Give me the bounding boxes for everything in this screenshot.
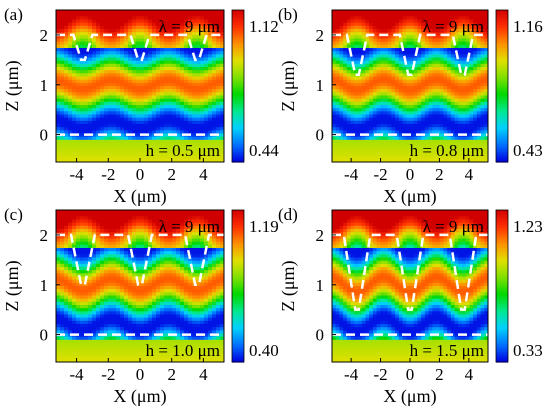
panel-b: -4 -2 0 2 4 0 1 2 X (μm) Z (μm) (b) λ = 9 μm h = 0.8…: [278, 5, 543, 207]
colorbar-min-label: 0.33: [513, 341, 543, 360]
field-heatmap: [332, 10, 488, 162]
y-tick-label: 1: [40, 276, 49, 295]
x-tick-label: 4: [465, 165, 474, 184]
y-axis-label: Z (μm): [2, 260, 23, 311]
y-tick-label: 2: [316, 26, 325, 45]
x-axis-label: X (μm): [113, 386, 166, 407]
colorbar: [231, 9, 245, 163]
colorbar-max-label: 1.23: [513, 217, 543, 236]
x-tick-label: -4: [70, 165, 85, 184]
x-tick-label: 2: [435, 165, 444, 184]
x-tick-label: -2: [373, 165, 387, 184]
y-tick-label: 0: [316, 326, 325, 345]
grating-outline: [332, 233, 488, 311]
colorbar: [495, 9, 509, 163]
grating-outline: [56, 33, 224, 62]
panel-d: -4 -2 0 2 4 0 1 2 X (μm) Z (μm) (d) λ = 9 μm h = 1.5…: [278, 205, 543, 407]
x-tick-label: 2: [167, 365, 176, 384]
y-tick-label: 1: [316, 276, 325, 295]
x-tick-label: -2: [101, 165, 115, 184]
x-axis-label: X (μm): [383, 186, 436, 207]
wavelength-annotation: λ = 9 μm: [159, 17, 220, 36]
y-tick-label: 2: [40, 26, 49, 45]
field-heatmap: [56, 210, 224, 362]
x-tick-label: -2: [101, 365, 115, 384]
colorbar: [495, 209, 509, 363]
height-annotation: h = 1.5 μm: [410, 341, 484, 360]
wavelength-annotation: λ = 9 μm: [423, 217, 484, 236]
colorbar-max-label: 1.19: [249, 217, 279, 236]
y-tick-label: 1: [316, 76, 325, 95]
panel-label: (b): [278, 5, 298, 24]
x-tick-label: 2: [167, 165, 176, 184]
y-axis-label: Z (μm): [278, 260, 299, 311]
colorbar-max-label: 1.16: [513, 17, 543, 36]
panel-label: (a): [4, 5, 23, 24]
height-annotation: h = 0.8 μm: [410, 141, 484, 160]
field-heatmap: [332, 210, 488, 362]
x-tick-label: 2: [435, 365, 444, 384]
y-tick-label: 0: [40, 126, 49, 145]
height-annotation: h = 0.5 μm: [146, 141, 220, 160]
colorbar: [231, 209, 245, 363]
y-tick-label: 2: [40, 226, 49, 245]
x-tick-label: -4: [344, 165, 359, 184]
y-tick-label: 2: [316, 226, 325, 245]
x-axis-label: X (μm): [383, 386, 436, 407]
height-annotation: h = 1.0 μm: [146, 341, 220, 360]
x-tick-label: -4: [70, 365, 85, 384]
x-tick-label: 4: [465, 365, 474, 384]
y-axis-label: Z (μm): [2, 60, 23, 111]
x-axis-label: X (μm): [113, 186, 166, 207]
x-tick-label: -2: [373, 365, 387, 384]
y-tick-label: 1: [40, 76, 49, 95]
x-tick-label: 0: [136, 365, 145, 384]
wavelength-annotation: λ = 9 μm: [423, 17, 484, 36]
colorbar-min-label: 0.44: [249, 141, 279, 160]
x-tick-label: 0: [136, 165, 145, 184]
y-axis-label: Z (μm): [278, 60, 299, 111]
colorbar-max-label: 1.12: [249, 17, 279, 36]
x-tick-label: 0: [406, 365, 415, 384]
x-tick-label: 0: [406, 165, 415, 184]
panel-label: (c): [4, 205, 23, 224]
panel-label: (d): [278, 205, 298, 224]
y-tick-label: 0: [316, 126, 325, 145]
wavelength-annotation: λ = 9 μm: [159, 217, 220, 236]
colorbar-min-label: 0.40: [249, 341, 279, 360]
y-tick-label: 0: [40, 326, 49, 345]
x-tick-label: 4: [199, 365, 208, 384]
x-tick-label: -4: [344, 365, 359, 384]
grating-outline: [332, 33, 488, 77]
colorbar-min-label: 0.43: [513, 141, 543, 160]
x-tick-label: 4: [199, 165, 208, 184]
